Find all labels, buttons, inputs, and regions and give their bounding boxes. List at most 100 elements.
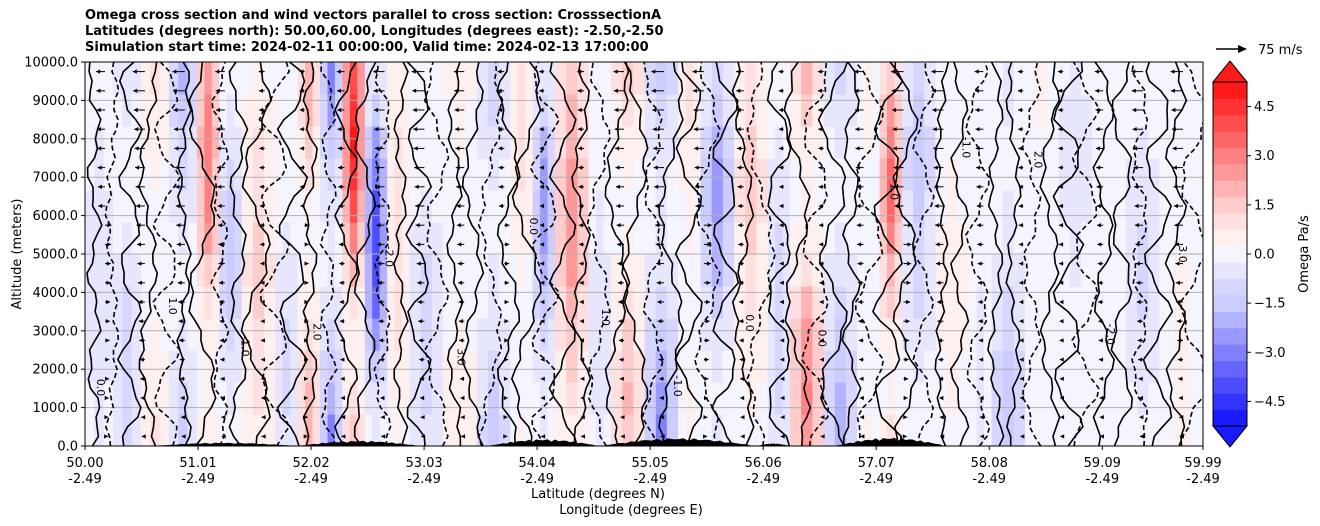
wind-vector-head — [1097, 261, 1102, 266]
wind-vector-head — [459, 357, 464, 362]
omega-cell — [588, 126, 597, 159]
wind-vector-head — [498, 127, 503, 132]
wind-vector-head — [652, 127, 657, 132]
wind-vector-head — [173, 107, 178, 113]
omega-cell — [1092, 350, 1104, 383]
omega-cell — [734, 350, 746, 383]
omega-cell — [1069, 222, 1082, 255]
omega-cell — [946, 414, 959, 446]
omega-cell — [722, 286, 735, 319]
omega-cell — [1025, 190, 1037, 223]
wind-vector-head — [974, 88, 979, 93]
wind-vector-head — [857, 280, 862, 285]
omega-cell — [219, 158, 228, 191]
omega-cell — [1103, 382, 1116, 415]
omega-cell — [187, 126, 198, 159]
colorbar-extend-min — [1211, 425, 1249, 448]
omega-cell — [510, 382, 519, 415]
omega-cell — [991, 62, 1004, 95]
omega-cell — [622, 158, 634, 191]
wind-vector-head — [304, 261, 309, 266]
omega-cell — [887, 222, 896, 255]
contour-label: 3.0 — [1176, 245, 1189, 263]
omega-cell — [790, 62, 802, 95]
omega-cell — [976, 350, 985, 383]
omega-cell — [431, 126, 444, 159]
wind-vector-head — [413, 127, 418, 132]
omega-cell — [879, 254, 888, 287]
wind-vector-head — [1131, 88, 1136, 93]
omega-cell — [984, 94, 993, 127]
wind-vector-head — [540, 357, 545, 362]
omega-cell — [1047, 286, 1060, 319]
colorbar-segment — [1213, 409, 1247, 427]
y-tick-label: 3000.0 — [33, 324, 79, 339]
omega-cell — [946, 382, 959, 415]
omega-cell — [846, 318, 858, 351]
omega-cell — [219, 62, 228, 95]
colorbar-segment — [1213, 213, 1247, 230]
omega-cell — [1159, 62, 1175, 95]
omega-cell — [499, 318, 511, 351]
omega-cell — [782, 158, 791, 191]
omega-cell — [756, 254, 769, 287]
wind-vector-head — [855, 146, 860, 151]
negative-omega-contour — [586, 62, 611, 446]
omega-cell — [1036, 158, 1049, 191]
omega-cell — [275, 158, 284, 191]
omega-cell — [454, 126, 467, 159]
wind-vector-head — [340, 376, 345, 381]
omega-cell — [666, 254, 679, 287]
omega-cell — [85, 318, 95, 351]
wind-vector-head — [1134, 184, 1138, 189]
omega-cell — [402, 350, 411, 383]
omega-cell — [443, 254, 455, 287]
omega-cell — [364, 190, 373, 223]
omega-cell — [991, 190, 1004, 223]
omega-cell — [241, 126, 254, 159]
omega-cell — [782, 382, 791, 415]
wind-vector-head — [456, 203, 461, 209]
omega-cell — [305, 254, 314, 287]
omega-cell — [342, 190, 351, 223]
omega-cell — [588, 350, 597, 383]
omega-cell — [823, 350, 836, 383]
omega-cell — [275, 286, 284, 319]
omega-cell — [297, 222, 306, 255]
x-axis-label-longitude: Longitude (degrees E) — [559, 503, 703, 518]
omega-cell — [476, 286, 489, 319]
omega-cell — [357, 414, 366, 446]
omega-cell — [1013, 254, 1026, 287]
wind-vector-head — [414, 184, 419, 189]
omega-cell — [103, 62, 114, 95]
omega-cell — [913, 126, 925, 159]
wind-vector-head — [738, 280, 743, 285]
omega-cell — [946, 158, 959, 191]
omega-cell — [1013, 414, 1026, 446]
omega-cell — [409, 158, 422, 191]
omega-cell — [454, 222, 467, 255]
omega-cell — [644, 254, 657, 287]
wind-vector-head — [176, 223, 181, 228]
wind-vector-head — [1099, 376, 1104, 381]
wind-vector-head — [376, 223, 381, 228]
omega-cell — [510, 158, 519, 191]
omega-cell — [85, 62, 95, 95]
wind-vector-head — [261, 415, 266, 420]
wind-vector-head — [299, 107, 304, 113]
contour-label: -1.0 — [960, 137, 973, 158]
omega-cell — [349, 190, 358, 223]
chart-title-line-3: Simulation start time: 2024-02-11 00:00:… — [85, 40, 649, 55]
negative-omega-contour — [258, 62, 291, 446]
omega-cell — [320, 318, 329, 351]
wind-vector-head — [580, 338, 584, 343]
wind-vector-head — [259, 107, 264, 113]
omega-cell — [969, 318, 978, 351]
x-tick-label-longitude: -2.49 — [972, 472, 1006, 487]
omega-cell — [122, 318, 133, 351]
wind-vector-head — [1057, 69, 1062, 74]
wind-vector-head — [138, 299, 143, 305]
omega-cell — [103, 158, 114, 191]
omega-cell — [211, 254, 220, 287]
contour-label: 0.0 — [743, 314, 756, 332]
